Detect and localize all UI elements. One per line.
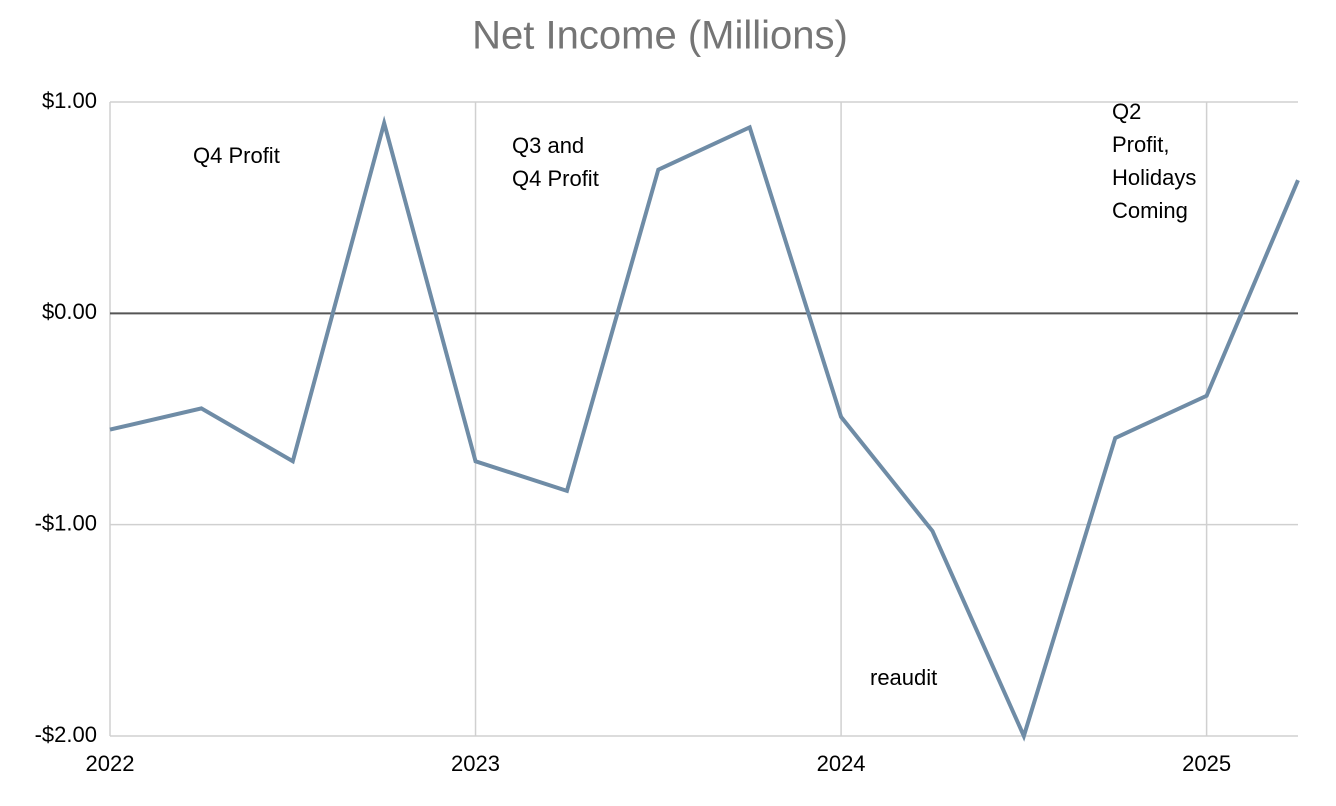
y-tick-label: -$1.00 [35, 510, 97, 535]
data-line [109, 115, 1300, 742]
x-tick-label: 2022 [86, 751, 135, 776]
x-tick-label: 2024 [817, 751, 866, 776]
annotation: Q2 [1112, 99, 1141, 124]
annotation: Q3 and [512, 133, 584, 158]
x-tick-label: 2023 [451, 751, 500, 776]
annotation: Q4 Profit [193, 143, 280, 168]
annotation: Q4 Profit [512, 166, 599, 191]
y-tick-label: $0.00 [42, 299, 97, 324]
annotation: Profit, [1112, 132, 1169, 157]
annotation: Coming [1112, 198, 1188, 223]
chart-title: Net Income (Millions) [472, 14, 848, 58]
annotation: reaudit [870, 665, 937, 690]
y-tick-label: $1.00 [42, 88, 97, 113]
y-tick-label: -$2.00 [35, 722, 97, 747]
x-tick-label: 2025 [1182, 751, 1231, 776]
annotation: Holidays [1112, 165, 1196, 190]
